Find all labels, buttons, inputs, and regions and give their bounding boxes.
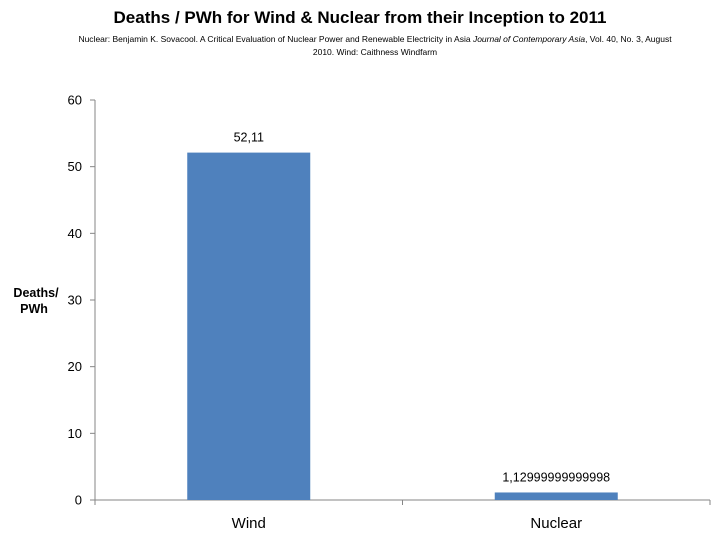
y-tick-label: 20 [68, 359, 82, 374]
y-tick-label: 50 [68, 159, 82, 174]
y-tick-label: 30 [68, 293, 82, 308]
y-tick-label: 60 [68, 93, 82, 108]
y-axis-label-line1: Deaths/ [13, 286, 59, 300]
bar-nuclear [494, 492, 618, 500]
data-label: 52,11 [234, 131, 264, 145]
y-tick-label: 10 [68, 426, 82, 441]
y-tick-label: 40 [68, 226, 82, 241]
subtitle-source-text: Nuclear: Benjamin K. Sovacool. A Critica… [78, 34, 473, 44]
bars [187, 152, 618, 500]
data-labels: 52,11 1,12999999999998 [234, 131, 611, 485]
subtitle-journal-name: Journal of Contemporary Asia [472, 34, 586, 44]
x-axis: Wind Nuclear [94, 499, 711, 532]
subtitle-source-details: , Vol. 40, No. 3, August 2010. Wind: Cai… [312, 34, 672, 57]
chart-title: Deaths / PWh for Wind & Nuclear from the… [113, 8, 607, 27]
chart-subtitle: Nuclear: Benjamin K. Sovacool. A Critica… [75, 33, 675, 59]
x-category-label: Nuclear [530, 515, 582, 532]
y-axis-label-line2: PWh [20, 302, 48, 316]
y-tick-label: 0 [75, 493, 82, 508]
x-category-label: Wind [232, 515, 266, 532]
bar-wind [187, 152, 311, 500]
data-label: 1,12999999999998 [502, 470, 610, 484]
y-axis: 0 10 20 30 40 50 60 [68, 93, 96, 508]
